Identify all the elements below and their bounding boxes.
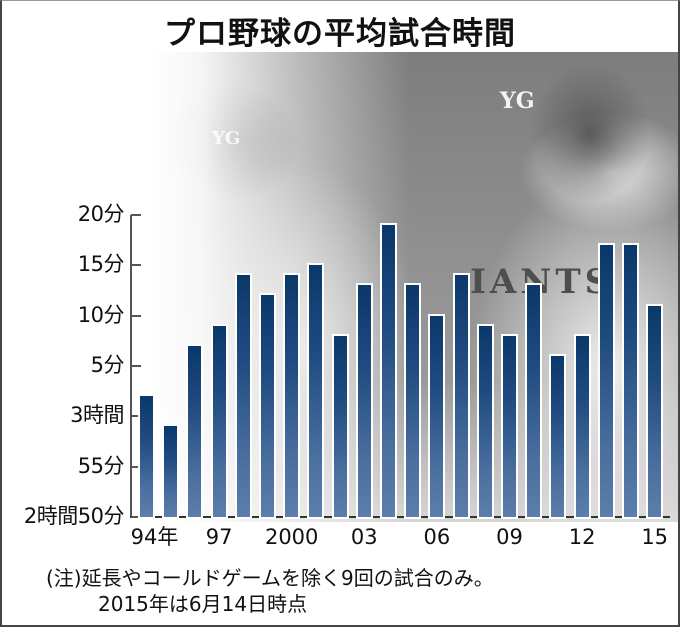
bar-1997 [212,325,226,517]
bar-2001 [309,265,323,517]
bar-2009 [503,335,516,517]
cap-logo-icon: YG [500,88,535,114]
bar-1995 [164,426,178,517]
bar-2015 [648,305,662,517]
bar-1996 [188,345,202,517]
chart-title: プロ野球の平均試合時間 [164,16,516,52]
bar-1999 [261,295,274,517]
x-tick-label: 15 [641,525,669,549]
x-tick-label: 09 [496,525,523,549]
x-tick-label: 12 [568,525,596,549]
bar-1998 [236,275,250,517]
y-tick-label: 10分 [77,302,125,327]
footnote-line-2: 2015年は6月14日時点 [98,592,308,616]
x-tick-label: 03 [350,525,378,549]
footnote-line-1: (注)延長やコールドゲームを除く9回の試合のみ。 [46,566,494,590]
y-tick-mark [131,264,141,267]
y-tick-label: 3時間 [70,403,124,428]
y-tick-mark [131,415,141,418]
bar-2012 [575,335,589,517]
bar-2010 [527,285,541,517]
x-tick-label: 2000 [264,525,319,549]
bar-2011 [551,355,565,517]
bar-1994 [140,396,153,517]
y-tick-label: 20分 [77,201,125,226]
jersey-lettering: IANTS [470,262,614,302]
y-tick-mark [131,213,141,216]
x-axis-line [130,516,670,518]
y-tick-mark [131,516,141,518]
y-tick-label: 15分 [77,252,125,277]
bar-2002 [333,335,347,517]
y-tick-mark [131,314,141,317]
bar-2013 [599,245,613,517]
bar-2000 [285,275,299,517]
x-tick-label: 06 [423,525,451,549]
y-tick-mark [131,364,141,367]
bar-2005 [406,285,420,517]
y-tick-label: 55分 [77,453,125,478]
bar-2004 [382,224,395,517]
bar-2003 [357,285,371,517]
bar-2008 [478,325,492,517]
bar-2014 [624,245,637,517]
y-tick-mark [131,465,141,468]
x-tick-label: 97 [205,525,233,549]
x-tick-label: 94年 [130,525,179,549]
bar-2006 [430,315,444,517]
y-tick-label: 5分 [90,352,125,377]
y-tick-label: 2時間50分 [23,504,125,528]
bar-2007 [454,275,468,517]
